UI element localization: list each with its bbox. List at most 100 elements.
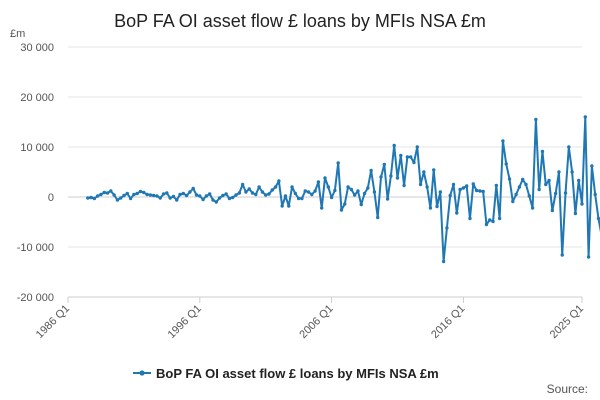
series (86, 115, 600, 264)
data-point (306, 190, 311, 194)
data-point (395, 176, 400, 180)
data-point (527, 194, 531, 198)
data-point (231, 195, 235, 200)
data-point (544, 182, 548, 187)
data-point (300, 196, 304, 201)
data-point (184, 193, 189, 198)
chart-title: BoP FA OI asset flow £ loans by MFIs NSA… (114, 11, 486, 31)
data-point (593, 192, 597, 197)
data-point (514, 192, 518, 197)
y-tick-label: -20 000 (17, 292, 54, 304)
data-point (451, 182, 456, 187)
data-point (474, 188, 479, 193)
data-point (441, 259, 446, 264)
data-point (135, 191, 139, 196)
data-point (181, 191, 186, 196)
data-point (573, 211, 578, 216)
data-point (435, 204, 439, 209)
data-point (530, 206, 535, 210)
data-point (320, 206, 324, 210)
data-point (471, 182, 475, 186)
data-point (247, 187, 251, 191)
y-tick-label: 10 000 (20, 142, 54, 154)
data-point (448, 193, 452, 198)
data-point (524, 182, 528, 187)
data-point (277, 179, 281, 183)
legend[interactable]: BoP FA OI asset flow £ loans by MFIs NSA… (133, 366, 439, 381)
series-line (87, 116, 600, 263)
data-point (372, 190, 377, 194)
data-point (352, 193, 357, 197)
data-point (415, 145, 419, 149)
data-point (198, 194, 202, 198)
data-point (155, 194, 159, 198)
data-point (540, 149, 545, 154)
data-point (478, 189, 482, 193)
data-point (303, 189, 307, 193)
data-point (92, 196, 97, 201)
data-point (520, 177, 525, 182)
x-tick-label: 1996 Q1 (166, 303, 204, 341)
data-point (204, 194, 209, 198)
x-axis-ticks: 1986 Q1 1996 Q1 2006 Q1 2016 Q1 2025 Q1 (34, 296, 586, 341)
data-point (491, 219, 495, 224)
data-point (494, 183, 499, 188)
data-point (399, 153, 403, 158)
data-point (178, 192, 182, 197)
data-point (563, 191, 568, 195)
data-point (313, 189, 317, 193)
data-point (517, 185, 522, 189)
data-point (402, 183, 406, 188)
data-point (428, 206, 433, 210)
data-point (405, 155, 410, 159)
data-point (432, 168, 436, 172)
data-point (507, 177, 512, 181)
data-point (86, 196, 90, 200)
data-point (481, 189, 485, 194)
x-tick-label: 2016 Q1 (429, 303, 467, 341)
data-point (109, 189, 113, 193)
data-point (333, 188, 337, 193)
grid (68, 46, 582, 298)
data-point (392, 143, 396, 148)
data-point (557, 170, 561, 174)
y-tick-label: 0 (48, 192, 54, 204)
data-point (211, 198, 215, 202)
data-point (484, 222, 489, 227)
data-point (188, 190, 192, 194)
data-point (550, 208, 555, 213)
data-point (310, 192, 314, 197)
data-point (425, 185, 429, 189)
data-point (151, 193, 156, 198)
data-point (596, 216, 600, 221)
data-point (280, 204, 284, 208)
data-point (201, 197, 205, 202)
data-point (283, 194, 288, 198)
data-point (191, 186, 195, 191)
data-point (244, 190, 248, 194)
data-point (171, 194, 176, 199)
data-point (412, 160, 416, 165)
data-point (323, 176, 327, 180)
data-point (560, 253, 564, 257)
data-point (326, 185, 330, 189)
data-point (346, 185, 350, 189)
data-point (537, 187, 541, 192)
legend-label: BoP FA OI asset flow £ loans by MFIs NSA… (156, 366, 439, 381)
data-point (125, 191, 130, 196)
data-point (270, 188, 274, 192)
data-point (382, 162, 387, 167)
data-point (112, 193, 116, 197)
data-point (577, 178, 581, 183)
data-point (95, 194, 100, 198)
data-point (445, 226, 449, 230)
data-point (356, 189, 360, 193)
data-point (379, 175, 383, 179)
data-point (260, 190, 265, 194)
data-point (175, 198, 179, 202)
data-point (296, 196, 301, 201)
data-point (214, 200, 218, 204)
data-point (464, 184, 469, 188)
data-point (240, 182, 245, 187)
